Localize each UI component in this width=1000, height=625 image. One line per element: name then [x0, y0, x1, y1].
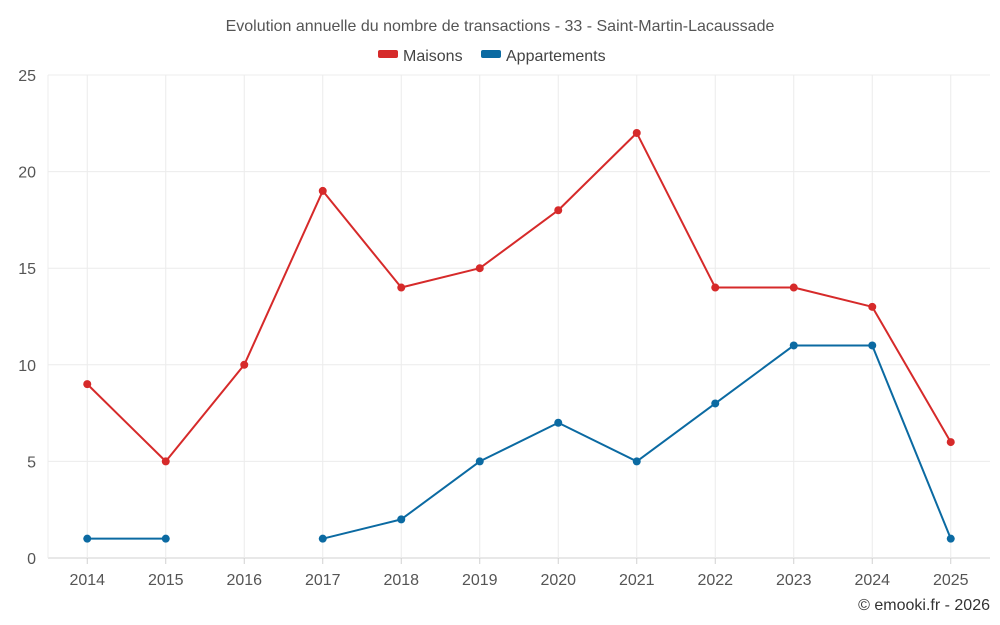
- data-point-maisons[interactable]: [946, 438, 955, 447]
- x-tick-label: 2019: [462, 572, 498, 589]
- legend-label-maisons: Maisons: [403, 48, 463, 65]
- y-tick-label: 0: [27, 551, 36, 568]
- data-point-appartements[interactable]: [318, 534, 327, 543]
- y-tick-label: 10: [18, 358, 36, 375]
- x-tick-label: 2022: [697, 572, 733, 589]
- x-tick-label: 2015: [148, 572, 184, 589]
- legend-swatch-maisons: [378, 50, 398, 58]
- x-tick-label: 2020: [540, 572, 576, 589]
- x-tick-label: 2017: [305, 572, 341, 589]
- x-tick-label: 2014: [69, 572, 105, 589]
- data-point-maisons[interactable]: [83, 380, 92, 389]
- data-point-maisons[interactable]: [161, 457, 170, 466]
- data-point-appartements[interactable]: [789, 341, 798, 350]
- y-tick-label: 15: [18, 261, 36, 278]
- credit: © emooki.fr - 2026: [858, 597, 990, 614]
- x-tick-label: 2024: [854, 572, 890, 589]
- x-tick-label: 2016: [226, 572, 262, 589]
- x-tick-label: 2025: [933, 572, 969, 589]
- data-point-maisons[interactable]: [554, 206, 563, 215]
- data-point-maisons[interactable]: [397, 283, 406, 292]
- data-point-appartements[interactable]: [554, 418, 563, 427]
- x-tick-label: 2021: [619, 572, 655, 589]
- series-appartements: [83, 341, 955, 543]
- y-tick-label: 25: [18, 68, 36, 85]
- legend-label-appartements: Appartements: [506, 48, 606, 65]
- data-point-appartements[interactable]: [946, 534, 955, 543]
- data-point-maisons[interactable]: [240, 360, 249, 369]
- data-point-maisons[interactable]: [789, 283, 798, 292]
- data-point-maisons[interactable]: [318, 186, 327, 195]
- y-axis: 0 5 10 15 20 25: [18, 68, 36, 568]
- series-line-maisons: [86, 131, 952, 463]
- series-maisons: [83, 128, 955, 466]
- grid: [47, 74, 990, 559]
- data-point-appartements[interactable]: [711, 399, 720, 408]
- series: [83, 128, 955, 543]
- data-point-maisons[interactable]: [632, 128, 641, 137]
- data-point-appartements[interactable]: [632, 457, 641, 466]
- data-point-maisons[interactable]: [711, 283, 720, 292]
- legend[interactable]: Maisons Appartements: [378, 48, 606, 65]
- data-point-maisons[interactable]: [868, 302, 877, 311]
- x-axis: 2014 2015 2016 2017 2018 2019 2020 2021 2022 2023…: [69, 558, 969, 589]
- data-point-appartements[interactable]: [475, 457, 484, 466]
- chart-title: Evolution annuelle du nombre de transact…: [226, 18, 775, 35]
- y-tick-label: 20: [18, 165, 36, 182]
- data-point-appartements[interactable]: [83, 534, 92, 543]
- legend-item-appartements[interactable]: Appartements: [481, 48, 606, 65]
- x-tick-label: 2023: [776, 572, 812, 589]
- legend-swatch-appartements: [481, 50, 501, 58]
- data-point-appartements[interactable]: [161, 534, 170, 543]
- data-point-maisons[interactable]: [475, 264, 484, 273]
- data-point-appartements[interactable]: [397, 515, 406, 524]
- y-tick-label: 5: [27, 454, 36, 471]
- data-point-appartements[interactable]: [868, 341, 877, 350]
- legend-item-maisons[interactable]: Maisons: [378, 48, 463, 65]
- x-tick-label: 2018: [383, 572, 419, 589]
